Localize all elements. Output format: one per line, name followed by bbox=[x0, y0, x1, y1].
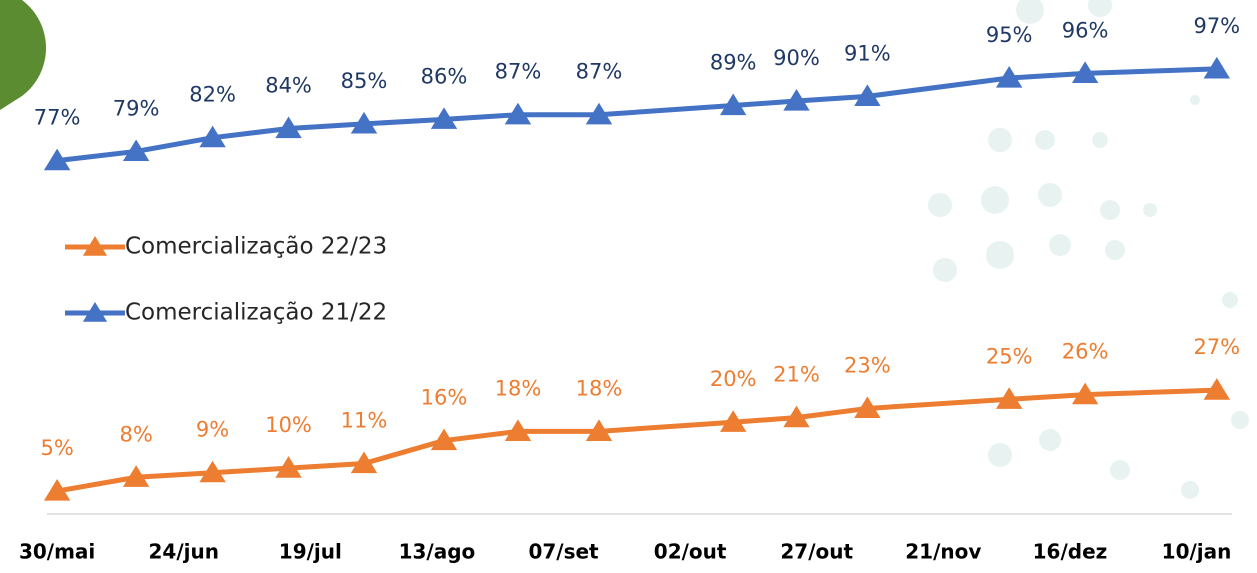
data-label: 97% bbox=[1193, 14, 1240, 38]
x-tick-label: 30/mai bbox=[19, 540, 95, 564]
data-label: 90% bbox=[773, 46, 820, 70]
x-tick-label: 13/ago bbox=[399, 540, 476, 564]
x-tick-label: 16/dez bbox=[1033, 540, 1108, 564]
data-label: 20% bbox=[710, 367, 757, 391]
x-tick-label: 19/jul bbox=[279, 540, 342, 564]
data-label: 82% bbox=[189, 83, 236, 107]
data-label: 10% bbox=[265, 413, 312, 437]
legend-label: Comercialização 22/23 bbox=[125, 234, 387, 260]
data-label: 87% bbox=[495, 60, 542, 84]
x-tick-label: 02/out bbox=[654, 540, 727, 564]
page: 30/mai 24/jun 19/jul 13/ago 07/set 02/out 27/o… bbox=[0, 0, 1257, 573]
data-label: 26% bbox=[1062, 340, 1109, 364]
x-tick-label: 24/jun bbox=[148, 540, 218, 564]
x-tick-label: 27/out bbox=[780, 540, 853, 564]
data-label: 8% bbox=[119, 422, 152, 446]
data-label: 87% bbox=[576, 60, 623, 84]
data-label: 21% bbox=[773, 363, 820, 387]
data-label: 23% bbox=[844, 353, 891, 377]
logo-decoration bbox=[0, 0, 46, 110]
x-tick-label: 10/jan bbox=[1162, 540, 1232, 564]
data-label: 25% bbox=[986, 344, 1033, 368]
data-label: 84% bbox=[265, 74, 312, 98]
data-label: 18% bbox=[495, 376, 542, 400]
data-label: 9% bbox=[196, 418, 229, 442]
data-label: 89% bbox=[710, 51, 757, 75]
data-label: 79% bbox=[113, 96, 160, 120]
data-label: 77% bbox=[34, 106, 81, 130]
data-label: 11% bbox=[341, 409, 388, 433]
data-label: 5% bbox=[40, 436, 73, 460]
legend-label: Comercialização 21/22 bbox=[125, 300, 387, 326]
data-label: 86% bbox=[421, 64, 468, 88]
data-label: 95% bbox=[986, 23, 1033, 47]
chart: 30/mai 24/jun 19/jul 13/ago 07/set 02/out 27/o… bbox=[0, 0, 1257, 573]
data-label: 91% bbox=[844, 41, 891, 65]
x-tick-label: 21/nov bbox=[905, 540, 981, 564]
data-label: 96% bbox=[1062, 18, 1109, 42]
data-label: 18% bbox=[576, 376, 623, 400]
data-label: 16% bbox=[421, 386, 468, 410]
data-label: 85% bbox=[341, 69, 388, 93]
data-label: 27% bbox=[1193, 335, 1240, 359]
x-tick-label: 07/set bbox=[528, 540, 599, 564]
